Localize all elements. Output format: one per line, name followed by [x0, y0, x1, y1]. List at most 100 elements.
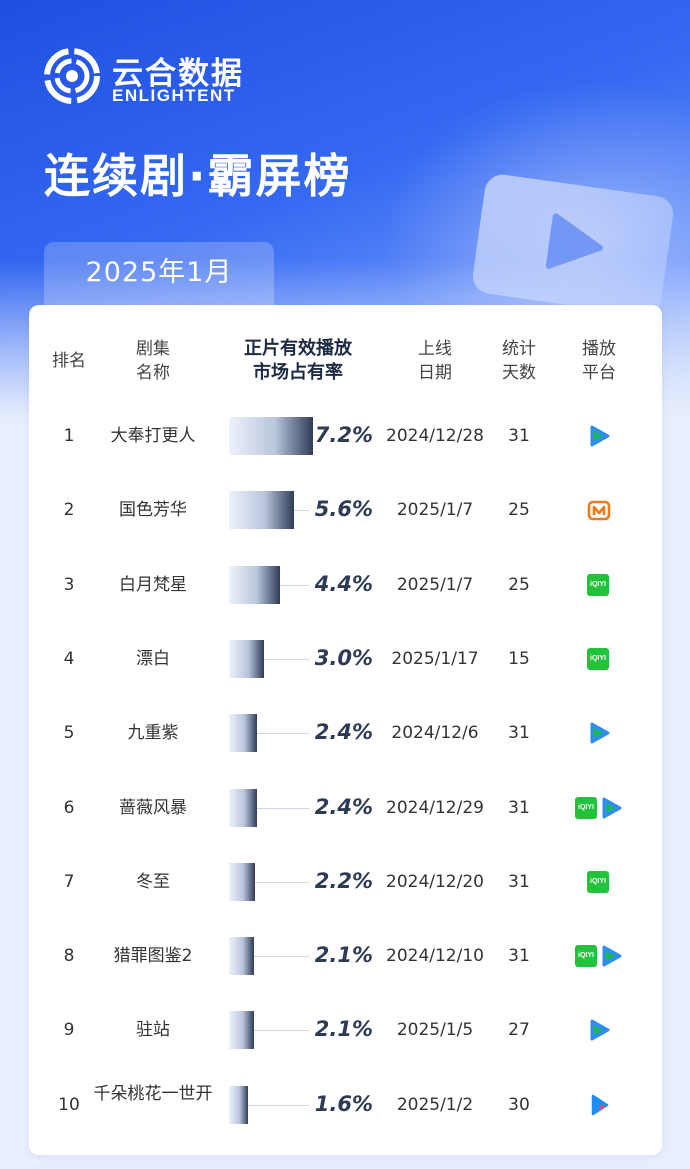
- drama-name: 千朵桃花一世开: [93, 1083, 213, 1104]
- iqiyi-logo-text: iQIYI: [578, 803, 594, 811]
- iqiyi-icon: iQIYI: [587, 647, 609, 670]
- header-drama: 剧集 名称: [136, 339, 170, 383]
- release-date: 2025/1/7: [396, 574, 474, 595]
- iqiyi-logo-text: iQIYI: [590, 580, 606, 588]
- share-bar-group: [229, 714, 379, 753]
- share-bar: [229, 788, 257, 827]
- brand-name-en: ENLIGHTENT: [112, 86, 236, 105]
- share-value: 5.6%: [314, 497, 373, 522]
- release-date: 2024/12/6: [391, 723, 479, 744]
- share-bar-group: [229, 1085, 379, 1124]
- iqiyi-logo-text: iQIYI: [590, 654, 606, 662]
- share-value: 2.4%: [314, 794, 373, 819]
- rank-number: 8: [63, 946, 75, 967]
- iqiyi-logo-text: iQIYI: [578, 952, 594, 960]
- share-bar-group: [229, 565, 379, 604]
- tencent-video-icon: [599, 796, 623, 820]
- brand-name-cn: 云合数据: [112, 56, 244, 91]
- share-leader-line: [294, 510, 309, 512]
- share-bar-group: [229, 417, 379, 455]
- table-row: 8 猎罪图鉴2 2.1% 2024/12/10 31 iQIYI: [29, 919, 662, 993]
- share-leader-line: [257, 733, 309, 735]
- share-value: 2.2%: [314, 868, 373, 893]
- tencent-video-icon: [587, 1018, 611, 1042]
- rank-number: 3: [63, 574, 75, 595]
- drama-name: 大奉打更人: [110, 426, 196, 446]
- tencent-video-icon: [599, 944, 623, 968]
- share-bar-group: [229, 788, 379, 827]
- drama-name: 驻站: [136, 1020, 170, 1041]
- share-value: 7.2%: [314, 423, 373, 447]
- platform-icons: iQIYI: [569, 570, 629, 600]
- table-row: 2 国色芳华 5.6% 2025/1/7 25: [29, 473, 662, 547]
- table-row: 5 九重紫 2.4% 2024/12/6 31: [29, 696, 662, 770]
- release-date: 2025/1/17: [391, 648, 479, 669]
- stat-days: 31: [508, 426, 530, 446]
- header-days: 统计 天数: [502, 339, 536, 383]
- share-bar: [229, 639, 264, 678]
- play-icon: [470, 172, 676, 318]
- stat-days: 31: [508, 723, 530, 744]
- platform-icons: iQIYI: [569, 941, 629, 971]
- release-date: 2025/1/2: [396, 1094, 474, 1115]
- share-value: 2.1%: [314, 1017, 373, 1042]
- drama-name: 猎罪图鉴2: [113, 946, 193, 967]
- rank-number: 6: [63, 797, 75, 818]
- rank-number: 7: [63, 871, 75, 892]
- table-row: 7 冬至 2.2% 2024/12/20 31 iQIYI: [29, 845, 662, 919]
- share-value: 2.1%: [314, 943, 373, 968]
- release-date: 2024/12/10: [386, 946, 484, 967]
- mango-tv-icon: [587, 498, 611, 522]
- youku-icon: [587, 1093, 611, 1117]
- share-leader-line: [280, 584, 309, 586]
- share-leader-line: [257, 807, 309, 809]
- rank-number: 2: [63, 500, 75, 521]
- share-bar: [229, 417, 313, 455]
- rank-number: 10: [58, 1094, 80, 1115]
- share-bar-group: [229, 1011, 379, 1050]
- enlightent-logo-icon: [44, 48, 100, 104]
- share-bar-group: [229, 937, 379, 976]
- stat-days: 30: [508, 1094, 530, 1115]
- share-value: 1.6%: [314, 1091, 373, 1116]
- table-row: 1 大奉打更人 7.2% 2024/12/28 31: [29, 399, 662, 473]
- share-bar: [229, 1085, 248, 1124]
- platform-icons: [569, 718, 629, 748]
- share-leader-line: [253, 956, 309, 958]
- share-leader-line: [247, 1104, 309, 1106]
- share-value: 3.0%: [314, 645, 373, 670]
- header-share: 正片有效播放 市场占有率: [244, 338, 352, 383]
- iqiyi-icon: iQIYI: [587, 573, 609, 596]
- share-leader-line: [254, 881, 309, 883]
- drama-name: 冬至: [136, 871, 170, 892]
- tencent-video-icon: [587, 721, 611, 745]
- iqiyi-icon: iQIYI: [587, 870, 609, 893]
- stat-days: 31: [508, 797, 530, 818]
- stat-days: 25: [508, 574, 530, 595]
- share-bar: [229, 937, 254, 976]
- rank-number: 5: [63, 723, 75, 744]
- table-row: 6 蔷薇风暴 2.4% 2024/12/29 31 iQIYI: [29, 771, 662, 845]
- release-date: 2025/1/7: [396, 500, 474, 521]
- stat-days: 31: [508, 946, 530, 967]
- stat-days: 25: [508, 500, 530, 521]
- release-date: 2024/12/28: [386, 426, 484, 446]
- share-bar: [229, 1011, 254, 1050]
- table-row: 10 千朵桃花一世开 1.6% 2025/1/2 30: [29, 1068, 662, 1142]
- share-value: 2.4%: [314, 720, 373, 745]
- rank-number: 1: [63, 426, 75, 446]
- share-leader-line: [264, 658, 309, 660]
- header-date: 上线 日期: [418, 339, 452, 383]
- drama-name: 漂白: [136, 648, 170, 669]
- stat-days: 27: [508, 1020, 530, 1041]
- iqiyi-icon: iQIYI: [575, 945, 597, 968]
- share-leader-line: [253, 1030, 309, 1032]
- share-bar: [229, 565, 281, 604]
- stat-days: 31: [508, 871, 530, 892]
- rank-number: 9: [63, 1020, 75, 1041]
- share-bar-group: [229, 639, 379, 678]
- iqiyi-icon: iQIYI: [575, 796, 597, 819]
- table-row: 9 驻站 2.1% 2025/1/5 27: [29, 993, 662, 1067]
- header-rank: 排名: [52, 351, 86, 371]
- rank-number: 4: [63, 648, 75, 669]
